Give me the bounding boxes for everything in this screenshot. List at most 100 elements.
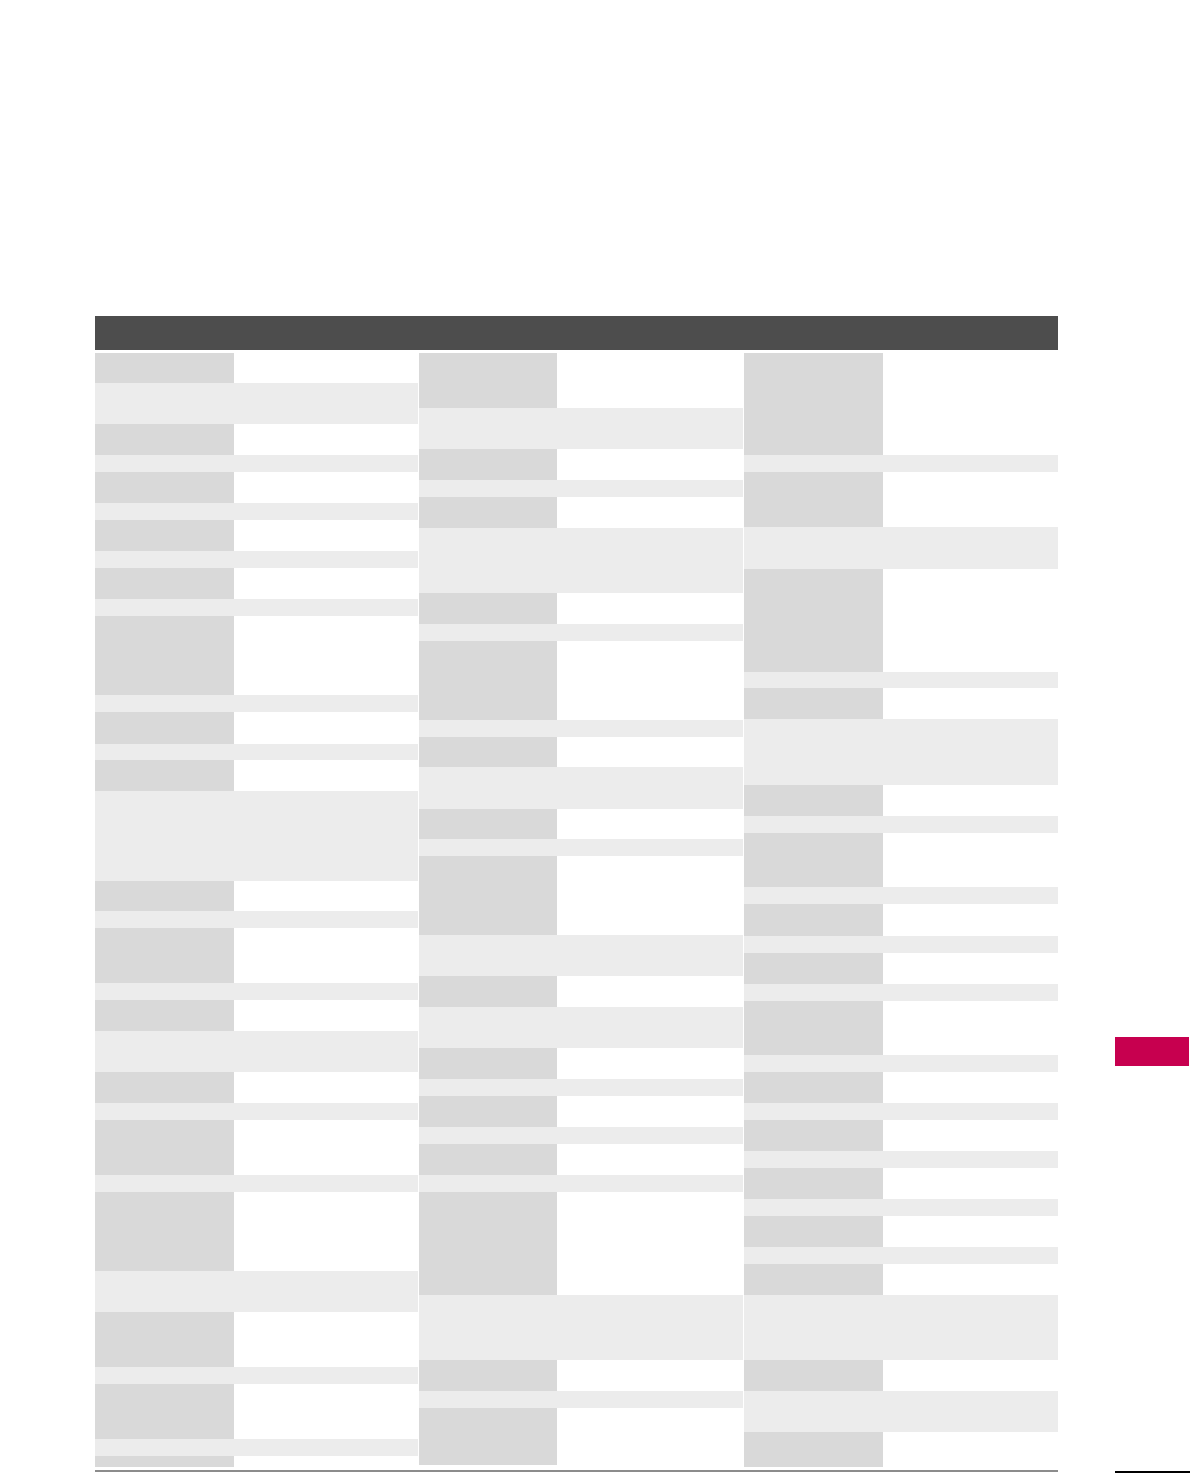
table-value-cell bbox=[883, 1120, 1058, 1151]
table-section-band bbox=[744, 1151, 1058, 1168]
table-label-cell bbox=[419, 353, 557, 408]
table-label-cell bbox=[95, 928, 234, 983]
table-label-cell bbox=[744, 1360, 883, 1391]
table-label-cell bbox=[95, 616, 234, 695]
table-value-cell bbox=[557, 1144, 743, 1175]
table-label-cell bbox=[744, 833, 883, 887]
table-value-cell bbox=[883, 1216, 1058, 1247]
table-label-cell bbox=[95, 712, 234, 744]
table-label-cell bbox=[419, 593, 557, 624]
table-label-cell bbox=[419, 809, 557, 839]
table-section-band bbox=[95, 383, 418, 424]
table-section-band bbox=[95, 1367, 418, 1384]
table-value-cell bbox=[557, 497, 743, 528]
table-value-cell bbox=[234, 1072, 418, 1103]
section-tab[interactable] bbox=[1115, 1037, 1189, 1066]
table-label-cell bbox=[95, 881, 234, 911]
table-section-band bbox=[419, 935, 743, 976]
table-value-cell bbox=[234, 472, 418, 503]
table-section-band bbox=[95, 599, 418, 616]
table-section-band bbox=[744, 1199, 1058, 1216]
table-label-cell bbox=[95, 568, 234, 599]
table-value-cell bbox=[557, 353, 743, 408]
table-value-cell bbox=[883, 353, 1058, 455]
table-value-cell bbox=[883, 904, 1058, 936]
table-section-band bbox=[419, 408, 743, 449]
table-section-band bbox=[95, 551, 418, 568]
table-value-cell bbox=[883, 1264, 1058, 1295]
table-section-band bbox=[744, 1295, 1058, 1360]
table-section-band bbox=[419, 720, 743, 737]
table-label-cell bbox=[95, 1192, 234, 1271]
table-value-cell bbox=[234, 712, 418, 744]
table-value-cell bbox=[234, 1000, 418, 1031]
table-section-band bbox=[419, 767, 743, 809]
table-section-band bbox=[95, 1271, 418, 1312]
table-label-cell bbox=[744, 785, 883, 816]
table-value-cell bbox=[234, 1120, 418, 1175]
table-section-band bbox=[95, 791, 418, 881]
table-section-band bbox=[419, 1007, 743, 1048]
table-value-cell bbox=[883, 1001, 1058, 1055]
table-header-bar bbox=[95, 316, 1058, 350]
table-section-band bbox=[95, 1439, 418, 1456]
table-value-cell bbox=[883, 1432, 1058, 1467]
table-section-band bbox=[419, 1079, 743, 1096]
table-label-cell bbox=[419, 737, 557, 767]
table-value-cell bbox=[557, 1360, 743, 1391]
table-value-cell bbox=[557, 1096, 743, 1127]
table-value-cell bbox=[234, 1384, 418, 1439]
table-label-cell bbox=[744, 569, 883, 672]
table-section-band bbox=[95, 695, 418, 712]
table-section-band bbox=[419, 480, 743, 497]
table-label-cell bbox=[744, 1168, 883, 1199]
table-section-band bbox=[744, 1103, 1058, 1120]
table-section-band bbox=[744, 455, 1058, 472]
table-label-cell bbox=[95, 1384, 234, 1439]
table-value-cell bbox=[234, 1312, 418, 1367]
table-label-cell bbox=[95, 1072, 234, 1103]
table-label-cell bbox=[95, 1000, 234, 1031]
table-label-cell bbox=[419, 449, 557, 480]
table-label-cell bbox=[419, 1192, 557, 1295]
table-value-cell bbox=[557, 593, 743, 624]
table-value-cell bbox=[234, 1456, 418, 1467]
table-label-cell bbox=[95, 1120, 234, 1175]
table-label-cell bbox=[95, 1456, 234, 1467]
table-section-band bbox=[95, 1031, 418, 1072]
table-value-cell bbox=[557, 641, 743, 720]
table-label-cell bbox=[419, 1408, 557, 1465]
table-section-band bbox=[419, 1127, 743, 1144]
table-section-band bbox=[744, 936, 1058, 953]
table-value-cell bbox=[557, 1192, 743, 1295]
table-label-cell bbox=[419, 976, 557, 1007]
table-value-cell bbox=[557, 1048, 743, 1079]
table-label-cell bbox=[744, 353, 883, 455]
table-section-band bbox=[744, 1247, 1058, 1264]
table-section-band bbox=[419, 624, 743, 641]
table-label-cell bbox=[95, 520, 234, 551]
table-value-cell bbox=[234, 353, 418, 383]
table-label-cell bbox=[95, 1312, 234, 1367]
table-value-cell bbox=[234, 760, 418, 791]
table-value-cell bbox=[883, 833, 1058, 887]
table-value-cell bbox=[557, 976, 743, 1007]
table-section-band bbox=[744, 672, 1058, 688]
table-section-band bbox=[744, 887, 1058, 904]
table-value-cell bbox=[234, 1192, 418, 1271]
table-label-cell bbox=[95, 472, 234, 503]
table-value-cell bbox=[234, 881, 418, 911]
table-bottom-rule bbox=[95, 1470, 1058, 1472]
table-value-cell bbox=[234, 568, 418, 599]
table-value-cell bbox=[883, 1072, 1058, 1103]
table-section-band bbox=[419, 1295, 743, 1360]
table-value-cell bbox=[234, 520, 418, 551]
table-value-cell bbox=[883, 953, 1058, 984]
table-section-band bbox=[744, 719, 1058, 785]
table-label-cell bbox=[419, 641, 557, 720]
table-section-band bbox=[744, 984, 1058, 1001]
table-value-cell bbox=[557, 1408, 743, 1465]
table-section-band bbox=[95, 1175, 418, 1192]
table-label-cell bbox=[419, 856, 557, 935]
table-value-cell bbox=[883, 688, 1058, 719]
